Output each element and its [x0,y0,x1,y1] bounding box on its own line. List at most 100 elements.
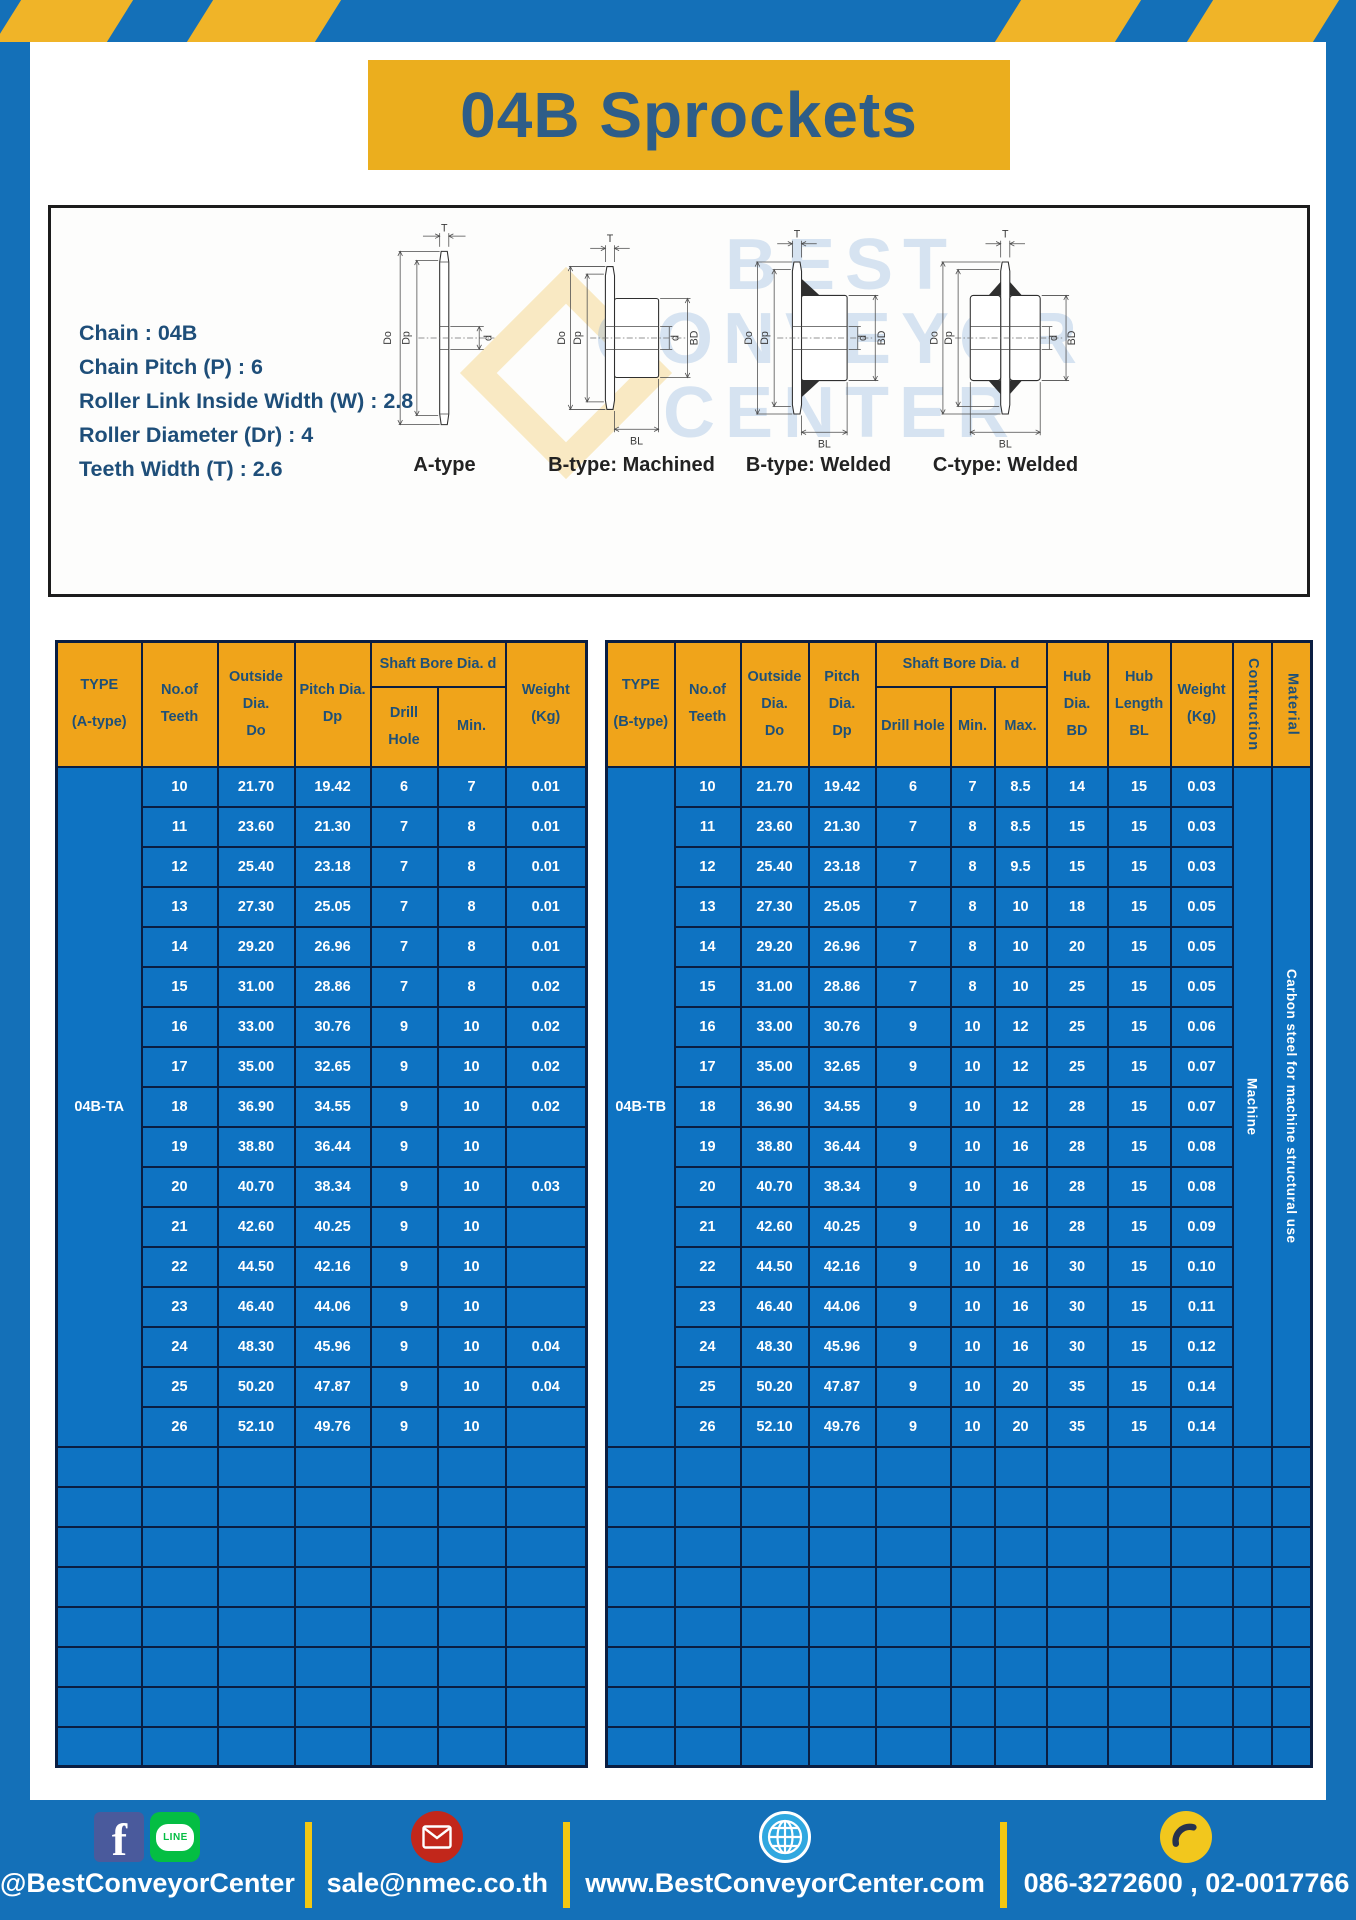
empty-cell [739,1725,810,1768]
table-cell: 34.55 [293,1085,372,1128]
empty-cell [993,1685,1048,1728]
empty-cell [140,1685,219,1728]
diagram-c-type-welded: Do Dp T d BD [912,224,1099,477]
footer-email-section: sale@nmec.co.th [322,1800,554,1920]
table-cell: 28 [1045,1165,1109,1208]
table-cell: 15 [1106,845,1172,888]
table-cell: 40.25 [807,1205,877,1248]
empty-cell [605,1445,676,1488]
table-cell: 7 [369,885,439,928]
empty-cell [369,1525,439,1568]
table-cell: 9 [369,1405,439,1448]
table-cell: 38.80 [739,1125,810,1168]
table-cell: 21.70 [216,765,296,808]
empty-cell [807,1605,877,1648]
svg-text:T: T [793,229,800,241]
svg-text:BD: BD [1066,330,1078,345]
table-b-type: TYPE (B-type) No.of Teeth Outside Dia. D… [605,640,1314,1768]
table-cell: 0.01 [504,765,588,808]
col-header-shaft-bore: Shaft Bore Dia. d [369,640,507,688]
col-header-drill-hole: Drill Hole [369,685,439,768]
empty-cell [673,1445,742,1488]
table-cell: 44.06 [293,1285,372,1328]
page-border-left [0,0,30,1920]
table-cell: 44.50 [739,1245,810,1288]
table-cell: 25 [673,1365,742,1408]
svg-text:Dp: Dp [759,331,771,345]
table-cell: 26 [140,1405,219,1448]
table-cell: 0.02 [504,965,588,1008]
table-cell: 9 [874,1005,952,1048]
empty-cell [293,1725,372,1768]
table-cell: 33.00 [216,1005,296,1048]
table-cell: 45.96 [807,1325,877,1368]
table-cell: 27.30 [216,885,296,928]
svg-text:T: T [440,224,447,235]
table-cell: 0.02 [504,1085,588,1128]
table-cell: 10 [949,1165,996,1208]
table-cell: 40.25 [293,1205,372,1248]
table-cell: 20 [673,1165,742,1208]
table-cell: 35.00 [739,1045,810,1088]
table-cell: 10 [436,1085,507,1128]
table-cell: 23 [673,1285,742,1328]
empty-cell [55,1645,143,1688]
empty-cell [1106,1565,1172,1608]
table-cell: 42.16 [807,1245,877,1288]
table-cell: 40.70 [739,1165,810,1208]
table-cell: 19 [140,1125,219,1168]
col-header-material: Material [1270,640,1313,768]
table-cell: 0.01 [504,925,588,968]
table-cell: 19 [673,1125,742,1168]
empty-cell [1106,1685,1172,1728]
table-cell: 9 [369,1285,439,1328]
empty-cell [1045,1565,1109,1608]
table-cell: 8 [949,965,996,1008]
table-cell: 21.30 [807,805,877,848]
table-cell: 15 [1106,1365,1172,1408]
table-cell: 15 [1106,885,1172,928]
empty-cell [605,1525,676,1568]
table-cell: 15 [1106,1045,1172,1088]
social-handle: @BestConveyorCenter [0,1868,295,1898]
empty-cell [1169,1725,1234,1768]
table-cell: 30 [1045,1245,1109,1288]
empty-cell [605,1485,676,1528]
empty-cell [1169,1605,1234,1648]
table-cell [504,1245,588,1288]
empty-cell [436,1645,507,1688]
empty-cell [216,1725,296,1768]
svg-text:BD: BD [688,330,700,345]
table-cell: 0.01 [504,885,588,928]
table-cell: 20 [1045,925,1109,968]
empty-cell [55,1685,143,1728]
table-cell: 10 [949,1245,996,1288]
table-cell: 0.05 [1169,965,1234,1008]
empty-cell [673,1725,742,1768]
empty-cell [1231,1445,1273,1488]
diagram-caption: B-type: Welded [745,454,892,476]
table-cell: 8.5 [993,765,1048,808]
empty-cell [739,1565,810,1608]
facebook-icon: f [94,1812,145,1862]
table-cell: 15 [1106,765,1172,808]
table-cell: 14 [1045,765,1109,808]
table-cell: 9 [369,1045,439,1088]
col-header-pitch: Pitch Dia. Dp [807,640,877,768]
sprocket-diagrams: Do Dp T d A-type [351,224,1301,477]
table-cell: 10 [140,765,219,808]
empty-cell [1270,1725,1313,1768]
table-cell: 52.10 [739,1405,810,1448]
table-cell: 0.04 [504,1325,588,1368]
table-cell: 15 [1106,965,1172,1008]
table-cell: 0.03 [504,1165,588,1208]
table-cell: 44.06 [807,1285,877,1328]
hazard-stripe [988,0,1148,42]
empty-cell [739,1685,810,1728]
table-cell: 19.42 [293,765,372,808]
table-cell: 36.44 [807,1125,877,1168]
empty-cell [1231,1485,1273,1528]
table-cell: 17 [140,1045,219,1088]
table-cell [504,1405,588,1448]
page-border-right [1326,0,1356,1920]
